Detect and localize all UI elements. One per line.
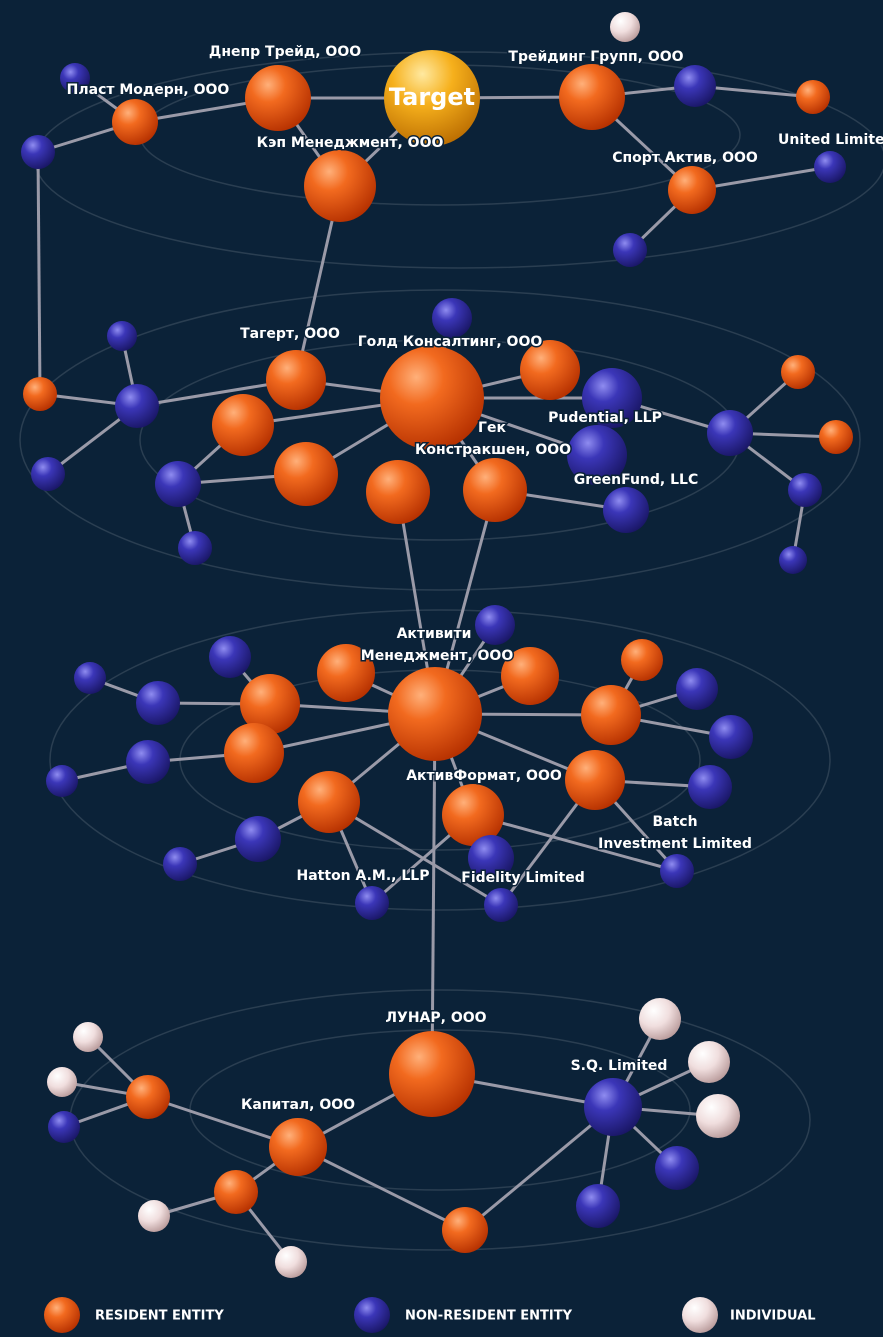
node-label: Трейдинг Групп, ООО — [508, 49, 683, 65]
node — [707, 410, 753, 456]
node — [46, 765, 78, 797]
node — [107, 321, 137, 351]
node-label: United Limited — [778, 132, 883, 148]
node-label: Кэп Менеджмент, ООО — [257, 135, 444, 151]
node — [576, 1184, 620, 1228]
node — [613, 233, 647, 267]
node — [389, 1031, 475, 1117]
node — [366, 460, 430, 524]
node-label: Гек — [478, 420, 506, 436]
nodes — [21, 12, 853, 1278]
node-label: Пласт Модерн, ООО — [67, 82, 230, 98]
node — [660, 854, 694, 888]
legend-label: INDIVIDUAL — [730, 1309, 816, 1324]
legend-swatch — [44, 1297, 80, 1333]
network-diagram: Target Днепр Трейд, ООО Пласт Модерн, ООО К… — [0, 0, 883, 1337]
node — [610, 12, 640, 42]
node — [269, 1118, 327, 1176]
node-label: Target — [389, 83, 475, 111]
node-label: Hatton A.M., LLP — [297, 868, 430, 884]
node — [178, 531, 212, 565]
node — [709, 715, 753, 759]
node — [388, 667, 482, 761]
node-label: Pudential, LLP — [548, 410, 662, 426]
node-label: Капитал, ООО — [241, 1097, 355, 1113]
node — [73, 1022, 103, 1052]
node-label: Активити — [397, 626, 472, 642]
node — [559, 64, 625, 130]
node — [463, 458, 527, 522]
legend-label: RESIDENT ENTITY — [95, 1309, 224, 1324]
node — [23, 377, 57, 411]
node — [584, 1078, 642, 1136]
node — [112, 99, 158, 145]
node — [639, 998, 681, 1040]
node — [21, 135, 55, 169]
node — [796, 80, 830, 114]
node-label: Днепр Трейд, ООО — [209, 44, 361, 60]
node — [235, 816, 281, 862]
node — [674, 65, 716, 107]
legend-swatch — [354, 1297, 390, 1333]
node — [266, 350, 326, 410]
node — [603, 487, 649, 533]
node — [138, 1200, 170, 1232]
node — [655, 1146, 699, 1190]
node — [48, 1111, 80, 1143]
node — [676, 668, 718, 710]
node — [581, 685, 641, 745]
node-label: Batch — [652, 814, 697, 830]
node — [31, 457, 65, 491]
node — [380, 346, 484, 450]
node — [432, 298, 472, 338]
node — [484, 888, 518, 922]
node — [136, 681, 180, 725]
node-label: Investment Limited — [598, 836, 752, 852]
node — [788, 473, 822, 507]
node — [224, 723, 284, 783]
legend-swatch — [682, 1297, 718, 1333]
node — [275, 1246, 307, 1278]
node — [688, 1041, 730, 1083]
node-label: Тагерт, ООО — [240, 326, 340, 342]
node-label: Fidelity Limited — [461, 870, 584, 886]
node — [355, 886, 389, 920]
node-label: GreenFund, LLC — [574, 472, 698, 488]
node — [126, 1075, 170, 1119]
node — [298, 771, 360, 833]
node — [814, 151, 846, 183]
legend: RESIDENT ENTITY NON-RESIDENT ENTITY INDI… — [44, 1297, 816, 1333]
node — [47, 1067, 77, 1097]
node — [274, 442, 338, 506]
node — [696, 1094, 740, 1138]
node — [668, 166, 716, 214]
node — [781, 355, 815, 389]
node — [688, 765, 732, 809]
node — [155, 461, 201, 507]
node — [304, 150, 376, 222]
node-label: ЛУНАР, ООО — [385, 1010, 486, 1026]
node-label: Голд Консалтинг, ООО — [358, 334, 543, 350]
node — [621, 639, 663, 681]
node — [245, 65, 311, 131]
node — [126, 740, 170, 784]
node — [209, 636, 251, 678]
node — [565, 750, 625, 810]
node — [779, 546, 807, 574]
node — [214, 1170, 258, 1214]
node — [163, 847, 197, 881]
node — [115, 384, 159, 428]
edge — [38, 152, 40, 394]
node-label: S.Q. Limited — [571, 1058, 668, 1074]
node — [74, 662, 106, 694]
node — [819, 420, 853, 454]
legend-label: NON-RESIDENT ENTITY — [405, 1309, 573, 1324]
node-label: Констракшен, ООО — [415, 442, 571, 458]
node — [475, 605, 515, 645]
node-label: Спорт Актив, ООО — [612, 150, 758, 166]
node — [212, 394, 274, 456]
node-label: АктивФормат, ООО — [406, 768, 562, 784]
node-label: Менеджмент, ООО — [361, 648, 514, 664]
node — [442, 1207, 488, 1253]
